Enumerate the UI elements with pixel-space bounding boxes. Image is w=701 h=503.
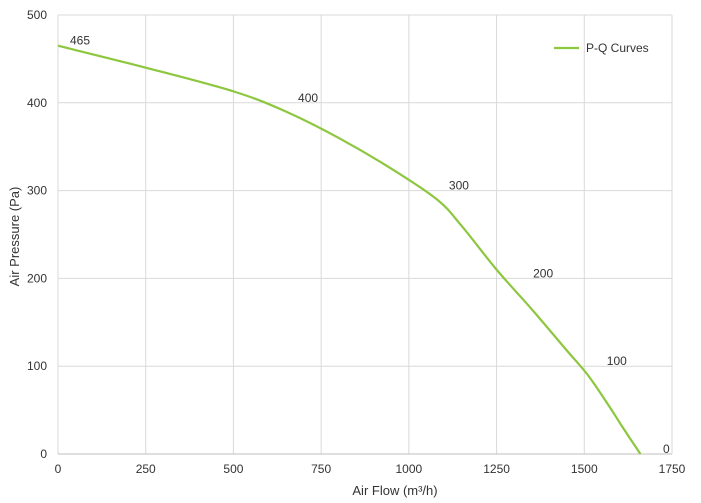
y-tick-label: 200 [27, 271, 47, 285]
y-axis-title: Air Pressure (Pa) [7, 187, 22, 287]
data-label: 300 [449, 179, 469, 193]
data-label: 0 [663, 442, 670, 456]
legend: P-Q Curves [554, 41, 649, 55]
data-labels: 465 400 300 200 100 0 [70, 34, 670, 456]
x-tick-label: 1250 [483, 462, 510, 476]
x-tick-label: 1000 [396, 462, 423, 476]
data-label: 200 [533, 266, 553, 280]
grid [57, 14, 673, 455]
data-label: 400 [298, 91, 318, 105]
y-tick-label: 500 [27, 8, 47, 22]
y-tick-label: 100 [27, 359, 47, 373]
x-tick-label: 0 [55, 462, 62, 476]
y-tick-label: 300 [27, 184, 47, 198]
data-label: 465 [70, 34, 90, 48]
axes: 0 250 500 750 1000 1250 1500 175001002003004005… [27, 8, 686, 476]
x-tick-label: 750 [311, 462, 331, 476]
x-tick-label: 1500 [571, 462, 598, 476]
y-tick-label: 400 [27, 96, 47, 110]
series-line-pq-curve [57, 44, 642, 455]
series-layer [57, 44, 642, 455]
y-tick-label: 0 [40, 447, 47, 461]
x-tick-label: 1750 [659, 462, 686, 476]
x-tick-label: 500 [223, 462, 243, 476]
x-axis-title: Air Flow (m³/h) [352, 483, 437, 498]
data-label: 100 [607, 354, 627, 368]
legend-label: P-Q Curves [586, 41, 649, 55]
x-tick-label: 250 [136, 462, 156, 476]
